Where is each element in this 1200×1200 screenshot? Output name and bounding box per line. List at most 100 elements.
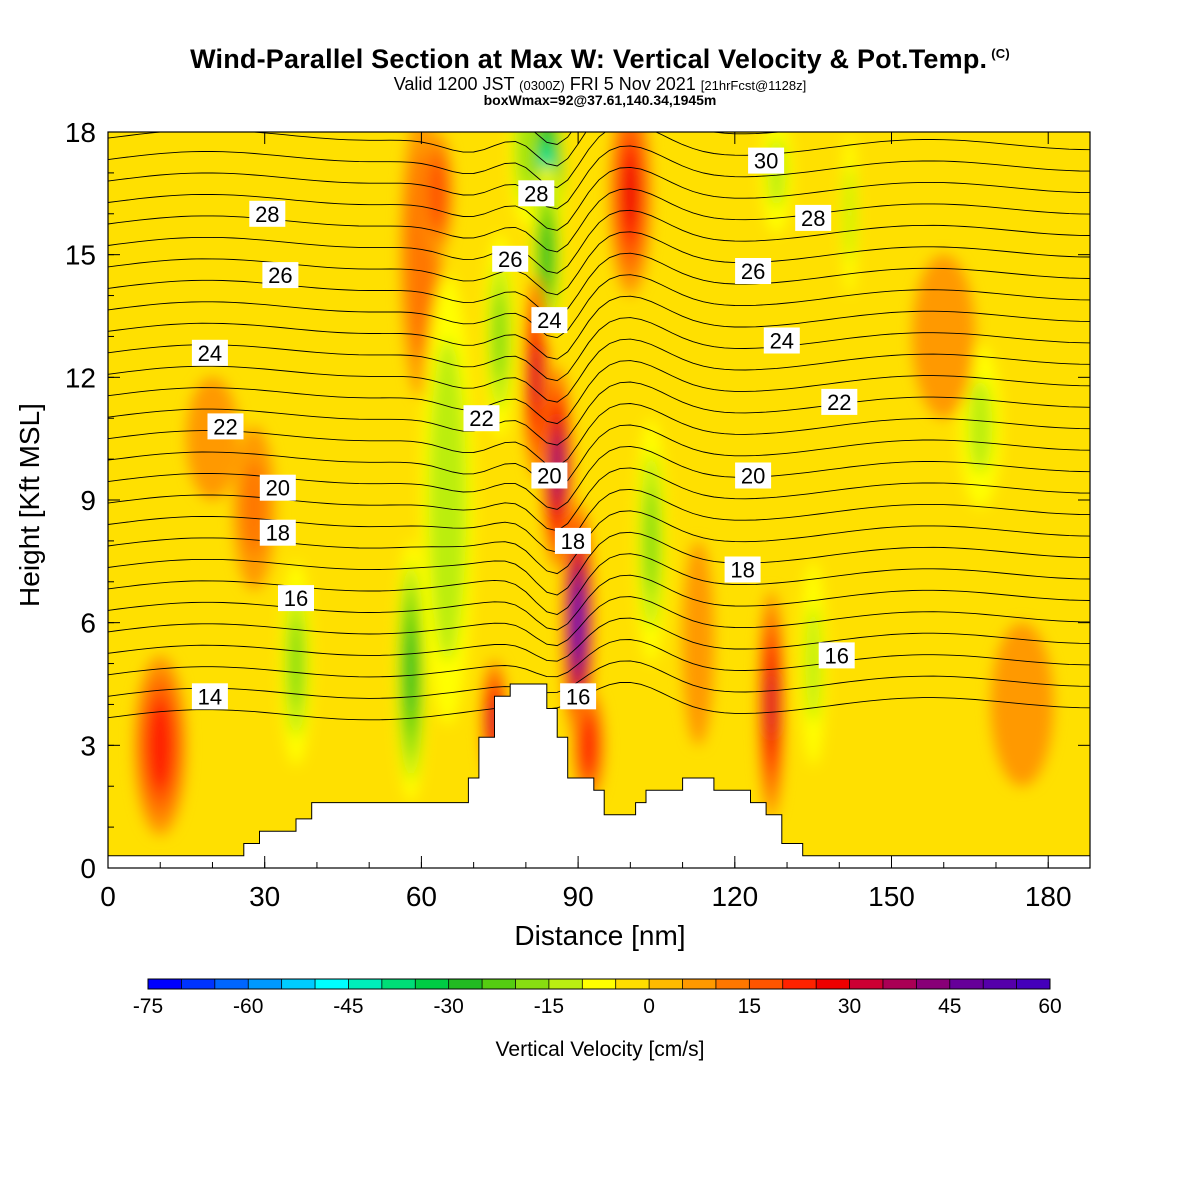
- isentrope-15.5: [108, 596, 1090, 647]
- y-axis-label: Height [Kft MSL]: [14, 403, 45, 607]
- isentrope-16: [108, 574, 1090, 631]
- theta-label-text: 28: [255, 202, 279, 227]
- theta-label-16-14: 16: [560, 683, 597, 710]
- colorbar-swatch: [281, 979, 316, 989]
- colorbar-swatch: [348, 979, 383, 989]
- theta-label-box: [818, 642, 855, 669]
- theta-label-box: [207, 413, 244, 440]
- theta-label-text: 20: [741, 464, 765, 489]
- x-tick-label: 180: [1025, 881, 1072, 912]
- theta-label-20-20: 20: [735, 462, 772, 489]
- theta-label-text: 14: [198, 684, 222, 709]
- colorbar-swatch: [816, 979, 851, 989]
- theta-label-text: 24: [537, 308, 561, 333]
- terrain: [108, 683, 1090, 868]
- isentrope-25.5: [108, 166, 1090, 231]
- theta-label-box: [763, 327, 800, 354]
- colorbar-swatch: [381, 979, 416, 989]
- colorbar-swatch: [782, 979, 817, 989]
- colorbar-swatch: [248, 979, 283, 989]
- theta-label-28-7: 28: [249, 200, 286, 227]
- theta-label-text: 16: [284, 586, 308, 611]
- w-contour-17-5: [623, 160, 638, 227]
- isentrope-21: [108, 360, 1090, 425]
- x-tick-label: 60: [406, 881, 437, 912]
- colorbar-tick-label: -75: [133, 995, 163, 1018]
- theta-label-20-12: 20: [531, 462, 568, 489]
- contour-labels: 14 16 18 20 22 24 26 28 22 26 28 24 20 18 16 30 28 26 24 22…: [191, 147, 858, 710]
- theta-label-text: 18: [266, 521, 290, 546]
- theta-label-22-4: 22: [207, 413, 244, 440]
- colorbar-tick-label: -45: [333, 995, 363, 1018]
- colorbar-swatch: [882, 979, 917, 989]
- isentrope-14.5: [108, 639, 1090, 678]
- theta-label-18-21: 18: [724, 556, 761, 583]
- colorbar-tick-label: 45: [938, 995, 961, 1018]
- y-tick-label: 15: [65, 240, 96, 271]
- theta-label-text: 28: [801, 206, 825, 231]
- w-contour-11-5: [541, 225, 552, 284]
- isentrope-22.5: [108, 295, 1090, 360]
- y-tick-label: 9: [80, 485, 96, 516]
- theta-label-text: 18: [561, 529, 585, 554]
- colorbar-tick-label: -60: [233, 995, 263, 1018]
- w-contour-23-2: [845, 166, 855, 261]
- theta-label-box: [249, 200, 286, 227]
- colorbar-label: Vertical Velocity [cm/s]: [495, 1038, 705, 1061]
- y-tick-label: 18: [65, 117, 96, 148]
- theta-label-16-22: 16: [818, 642, 855, 669]
- isentrope-16.5: [108, 553, 1090, 615]
- w-contour-16-5: [583, 727, 594, 764]
- theta-label-18-13: 18: [554, 527, 591, 554]
- isentrope-19.5: [108, 424, 1090, 489]
- chart-title: Wind-Parallel Section at Max W: Vertical…: [0, 44, 1200, 75]
- theta-label-box: [724, 556, 761, 583]
- x-axis: 0 30 60 90 120 150 180: [100, 132, 1072, 912]
- w-contour-21-2: [805, 604, 821, 723]
- theta-label-text: 24: [198, 341, 222, 366]
- x-tick-label: 0: [100, 881, 116, 912]
- colorbar-swatch: [515, 979, 550, 989]
- isentrope-20: [108, 403, 1090, 467]
- chart-title-text: Wind-Parallel Section at Max W: Vertical…: [190, 44, 988, 74]
- theta-label-26-17: 26: [735, 258, 772, 284]
- theta-label-24-11: 24: [531, 307, 568, 334]
- colorbar-swatch: [949, 979, 984, 989]
- copyright-mark: (C): [991, 46, 1010, 61]
- colorbar-tick-label: -30: [433, 995, 463, 1018]
- isentrope-30: [108, 0, 1090, 37]
- theta-label-box: [259, 474, 296, 501]
- colorbar-swatch: [214, 979, 249, 989]
- theta-label-text: 16: [824, 643, 848, 668]
- w-contour-4-4: [431, 171, 443, 216]
- colorbar-tick-label: 60: [1038, 995, 1061, 1018]
- isentrope-14: [108, 660, 1090, 699]
- isentrope-26.5: [108, 132, 1090, 188]
- theta-label-text: 26: [498, 247, 522, 272]
- valid-date: FRI 5 Nov 2021: [569, 74, 696, 94]
- isentrope-28.5: [108, 39, 1090, 102]
- theta-label-box: [531, 462, 568, 489]
- theta-label-28-16: 28: [795, 204, 832, 231]
- theta-label-text: 20: [266, 476, 290, 501]
- w-contour-8-3: [492, 292, 507, 381]
- colorbar-tick-label: 30: [838, 995, 861, 1018]
- x-axis-label: Distance [nm]: [514, 920, 686, 951]
- theta-label-box: [278, 585, 314, 612]
- isentrope-29: [108, 17, 1090, 80]
- theta-label-text: 28: [524, 181, 548, 206]
- theta-label-box: [560, 683, 597, 710]
- y-tick-label: 0: [80, 853, 96, 884]
- colorbar-swatch: [548, 979, 583, 989]
- colorbar-tick-label: 15: [738, 995, 761, 1018]
- theta-label-text: 22: [213, 414, 237, 439]
- theta-label-text: 20: [537, 464, 561, 489]
- isentrope-21.5: [108, 338, 1090, 403]
- colorbar-swatch: [448, 979, 483, 989]
- colorbar-swatch: [682, 979, 717, 989]
- colorbar-swatch: [482, 979, 516, 989]
- colorbar-swatch: [649, 979, 684, 989]
- potential-temperature-contours: [108, 0, 1090, 721]
- theta-label-box: [531, 307, 568, 334]
